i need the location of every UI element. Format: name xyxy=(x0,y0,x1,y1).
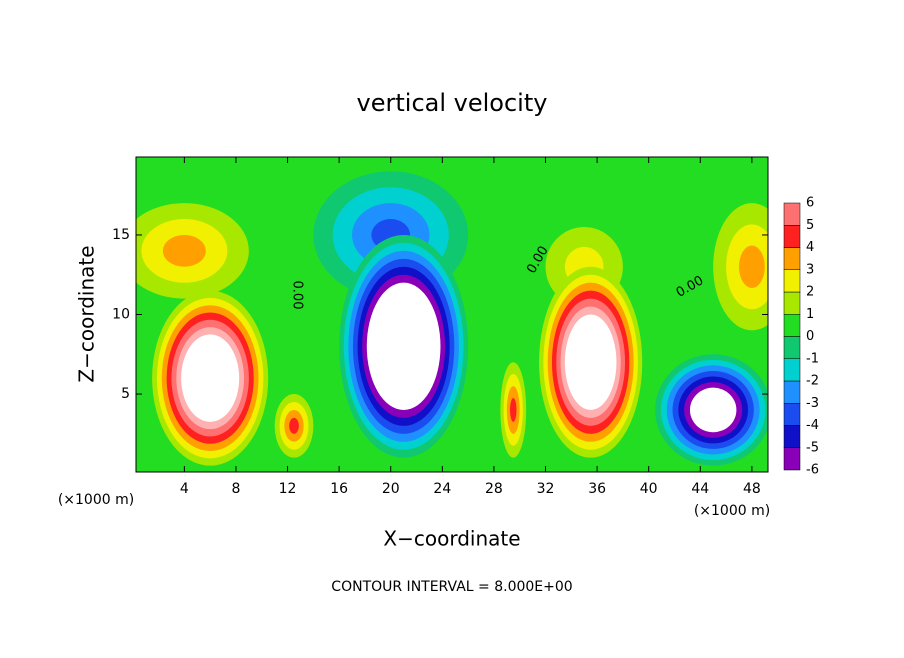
x-tick-label: 28 xyxy=(485,481,503,497)
y-tick-label: 5 xyxy=(121,386,130,402)
footer: CONTOUR INTERVAL = 8.000E+00 xyxy=(331,579,572,595)
colorbar-label: 0 xyxy=(806,329,814,344)
colorbar-label: -1 xyxy=(806,351,819,366)
colorbar-box xyxy=(783,447,801,471)
colorbar-box xyxy=(783,425,801,448)
x-axis-label: X−coordinate xyxy=(383,527,520,551)
x-tick-label: 8 xyxy=(231,481,240,497)
y-tick-label: 10 xyxy=(112,307,130,323)
field-region xyxy=(399,338,409,355)
y-unit: (×1000 m) xyxy=(58,492,134,508)
x-tick-label: 20 xyxy=(382,481,400,497)
field-region xyxy=(738,245,765,288)
field-region xyxy=(586,354,595,371)
x-tick-label: 4 xyxy=(180,481,189,497)
colorbar-label: 6 xyxy=(806,196,814,211)
x-tick-label: 16 xyxy=(330,481,348,497)
colorbar-label: 3 xyxy=(806,262,814,277)
colorbar-box xyxy=(783,358,801,382)
colorbar-box xyxy=(783,403,801,426)
colorbar-label: 1 xyxy=(806,307,814,322)
x-tick-label: 44 xyxy=(691,481,709,497)
y-tick-label: 15 xyxy=(112,227,130,243)
colorbar-box xyxy=(783,336,801,359)
x-tick-label: 32 xyxy=(537,481,555,497)
colorbar-box xyxy=(783,291,801,315)
x-tick-label: 48 xyxy=(743,481,761,497)
colorbar-label: 2 xyxy=(806,285,814,300)
colorbar-label: 4 xyxy=(806,240,814,255)
colorbar-label: -5 xyxy=(806,440,819,455)
colorbar-label: -6 xyxy=(806,463,819,478)
colorbar-label: -4 xyxy=(806,418,819,433)
contour-label: 0.00 xyxy=(290,281,305,310)
x-tick-label: 24 xyxy=(433,481,451,497)
field-region xyxy=(289,417,299,434)
colorbar-box xyxy=(783,380,801,404)
chart-title: vertical velocity xyxy=(357,89,548,117)
colorbar-box xyxy=(783,225,801,248)
overlay: 4 8 12 16 20 24 28 32 36 40 44 48510150.000.000.00-… xyxy=(112,156,819,497)
x-tick-label: 12 xyxy=(279,481,297,497)
colorbar-box xyxy=(783,269,801,293)
colorbar-label: -2 xyxy=(806,374,819,389)
x-unit: (×1000 m) xyxy=(694,503,770,519)
x-tick-label: 40 xyxy=(640,481,658,497)
y-axis-label: Z−coordinate xyxy=(75,245,99,382)
colorbar-box xyxy=(783,247,801,270)
x-tick-label: 36 xyxy=(588,481,606,497)
colorbar-label: 5 xyxy=(806,218,814,233)
field-region xyxy=(205,370,215,386)
field xyxy=(136,157,768,472)
colorbar-box xyxy=(783,314,801,337)
field-region xyxy=(707,404,719,416)
colorbar-label: -3 xyxy=(806,396,819,411)
field-region xyxy=(510,398,517,422)
field-region xyxy=(162,234,206,267)
colorbar-box xyxy=(783,202,801,226)
